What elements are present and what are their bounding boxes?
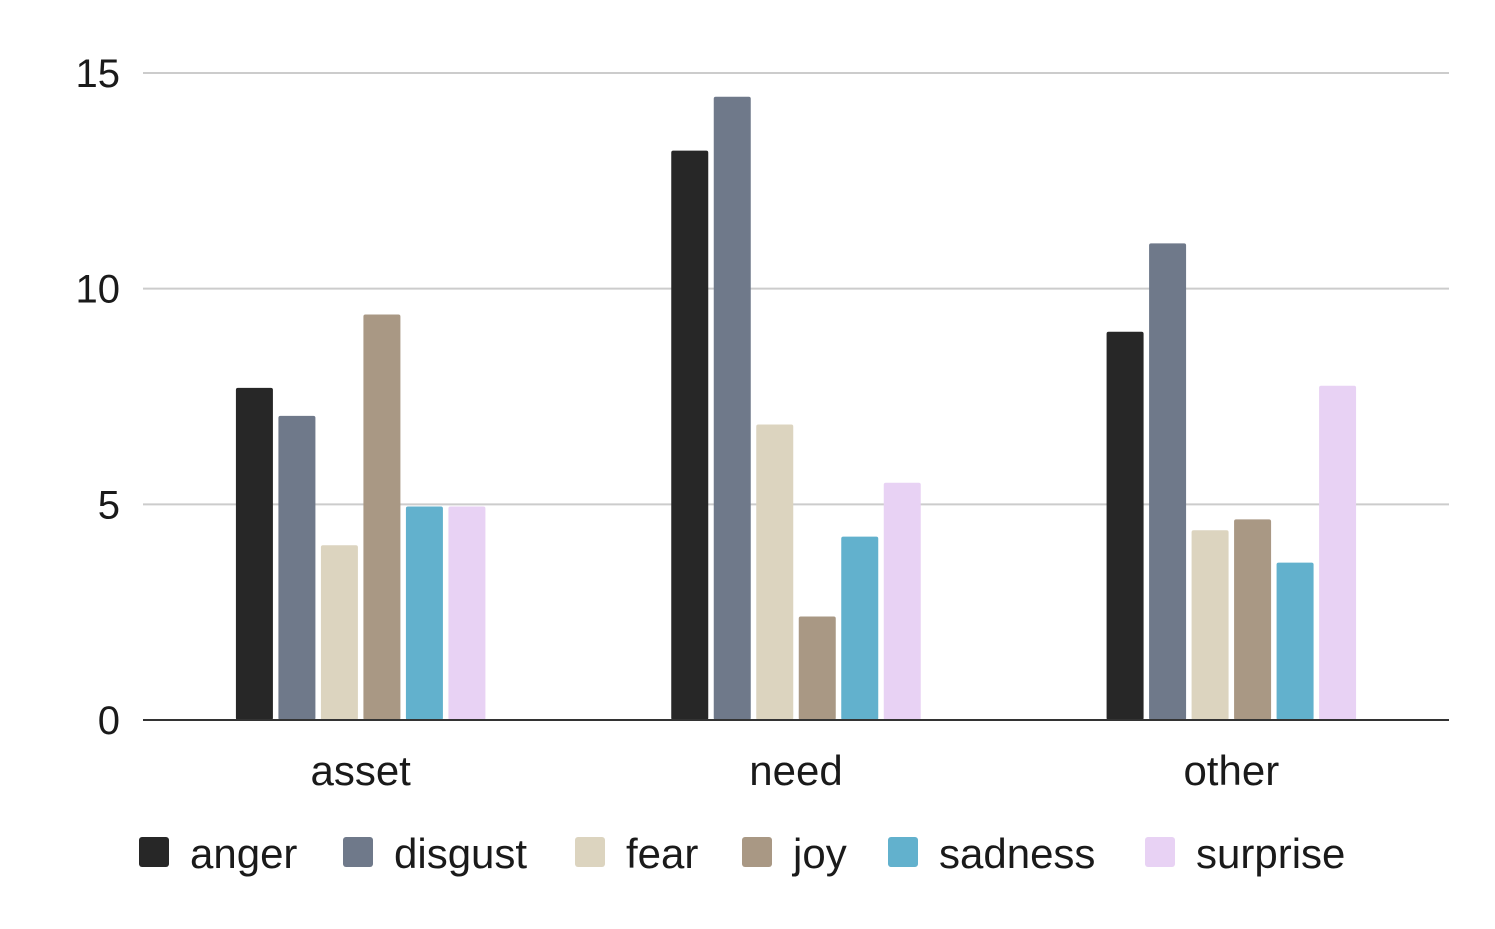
legend-label: joy [791, 830, 847, 877]
legend-swatch [1145, 837, 1175, 867]
axes: 0 5 10 15 asset need other [76, 52, 1449, 794]
y-tick-label: 5 [98, 483, 120, 527]
legend-label: disgust [394, 830, 527, 877]
bar-joy-other[interactable] [1234, 519, 1272, 720]
y-tick-label: 0 [98, 699, 120, 743]
bar-joy-need[interactable] [798, 616, 836, 720]
bar-surprise-asset[interactable] [448, 506, 486, 720]
legend-swatch [139, 837, 169, 867]
bar-sadness-need[interactable] [841, 536, 879, 720]
legend-swatch [575, 837, 605, 867]
legend-label: fear [626, 830, 698, 877]
bar-disgust-other[interactable] [1149, 243, 1187, 721]
legend-item-joy[interactable]: joy [742, 830, 847, 877]
bar-anger-asset[interactable] [235, 387, 273, 720]
bar-fear-asset[interactable] [320, 545, 358, 720]
x-category-label: other [1183, 747, 1279, 794]
y-tick-label: 15 [76, 52, 121, 96]
bar-sadness-asset[interactable] [405, 506, 443, 720]
legend-swatch [888, 837, 918, 867]
legend-label: surprise [1196, 830, 1345, 877]
legend-item-sadness[interactable]: sadness [888, 830, 1095, 877]
legend-swatch [742, 837, 772, 867]
bar-disgust-asset[interactable] [278, 415, 316, 720]
gridlines [143, 72, 1449, 506]
legend-swatch [343, 837, 373, 867]
legend-label: sadness [939, 830, 1095, 877]
x-category-label: asset [310, 747, 411, 794]
bar-disgust-need[interactable] [713, 96, 751, 721]
x-category-label: need [749, 747, 842, 794]
bar-anger-other[interactable] [1106, 331, 1144, 720]
bar-fear-other[interactable] [1191, 530, 1229, 720]
bar-surprise-need[interactable] [883, 482, 921, 720]
bar-joy-asset[interactable] [363, 314, 401, 720]
legend-item-disgust[interactable]: disgust [343, 830, 527, 877]
legend-item-anger[interactable]: anger [139, 830, 297, 877]
bars [235, 96, 1357, 721]
legend-label: anger [190, 830, 297, 877]
bar-sadness-other[interactable] [1276, 562, 1314, 720]
bar-fear-need[interactable] [756, 424, 794, 720]
bar-surprise-other[interactable] [1319, 385, 1357, 720]
legend: anger disgust fear joy sadness surprise [139, 830, 1345, 877]
legend-item-surprise[interactable]: surprise [1145, 830, 1345, 877]
legend-item-fear[interactable]: fear [575, 830, 698, 877]
y-tick-label: 10 [76, 268, 121, 312]
bar-anger-need[interactable] [671, 150, 709, 720]
